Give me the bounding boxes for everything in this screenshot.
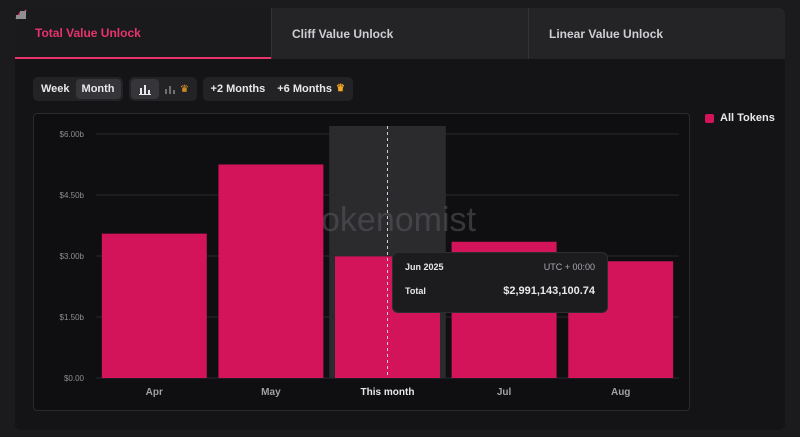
- tooltip-value: $2,991,143,100.74: [503, 285, 595, 297]
- x-tick-label: May: [261, 387, 281, 398]
- y-tick-label: $6.00b: [60, 130, 85, 139]
- unlock-panel: Total Value Unlock Cliff Value Unlock Li…: [15, 8, 785, 430]
- legend-swatch: [705, 113, 714, 123]
- month-button[interactable]: Month: [75, 79, 121, 99]
- tooltip-timezone: UTC + 00:00: [543, 262, 595, 272]
- plus-6-months-button[interactable]: +6 Months ♛: [271, 79, 351, 99]
- y-tick-label: $3.00b: [60, 252, 85, 261]
- period-toggle: Week Month: [33, 77, 123, 101]
- bar-chart-icon: [138, 84, 151, 95]
- chart-type-toggle: ♛: [128, 77, 197, 101]
- x-tick-label: Apr: [146, 387, 163, 398]
- tab-bar: Total Value Unlock Cliff Value Unlock Li…: [15, 8, 785, 59]
- bar: [101, 233, 207, 378]
- week-button[interactable]: Week: [41, 83, 70, 95]
- y-tick-label: $0.00: [64, 374, 85, 383]
- bar: [218, 164, 324, 378]
- tab-linear-value-unlock[interactable]: Linear Value Unlock: [16, 8, 785, 59]
- tab-label: Total Value Unlock: [35, 25, 141, 40]
- plus-2-months-button[interactable]: +2 Months: [210, 83, 266, 95]
- crown-icon: ♛: [180, 83, 190, 95]
- tab-label: Linear Value Unlock: [549, 26, 664, 41]
- range-toggle: +2 Months +6 Months ♛: [202, 77, 353, 101]
- stacked-chart-button[interactable]: ♛: [159, 79, 195, 99]
- tooltip-label: Total: [405, 286, 426, 296]
- legend[interactable]: All Tokens: [705, 112, 775, 124]
- tab-cliff-value-unlock[interactable]: Cliff Value Unlock: [16, 8, 528, 59]
- x-tick-label: This month: [361, 387, 415, 398]
- crown-icon: ♛: [335, 83, 345, 95]
- plus-6-months-label: +6 Months: [277, 83, 332, 95]
- legend-label: All Tokens: [720, 112, 775, 124]
- chart-controls: Week Month ♛ +2 Months +6 Months ♛: [33, 77, 353, 101]
- x-tick-label: Aug: [611, 387, 630, 398]
- linear-unlock-icon: [16, 10, 26, 19]
- tooltip-date: Jun 2025: [405, 262, 444, 272]
- bar-chart-button[interactable]: [130, 79, 159, 99]
- tab-total-value-unlock[interactable]: Total Value Unlock: [15, 8, 271, 59]
- x-tick-label: Jul: [497, 387, 512, 398]
- chart-tooltip: Jun 2025 UTC + 00:00 Total $2,991,143,10…: [392, 252, 608, 313]
- stacked-chart-icon: [165, 85, 176, 94]
- tab-label: Cliff Value Unlock: [292, 26, 394, 41]
- watermark: okenomist: [321, 201, 477, 239]
- y-tick-label: $1.50b: [60, 313, 85, 322]
- y-tick-label: $4.50b: [60, 191, 85, 200]
